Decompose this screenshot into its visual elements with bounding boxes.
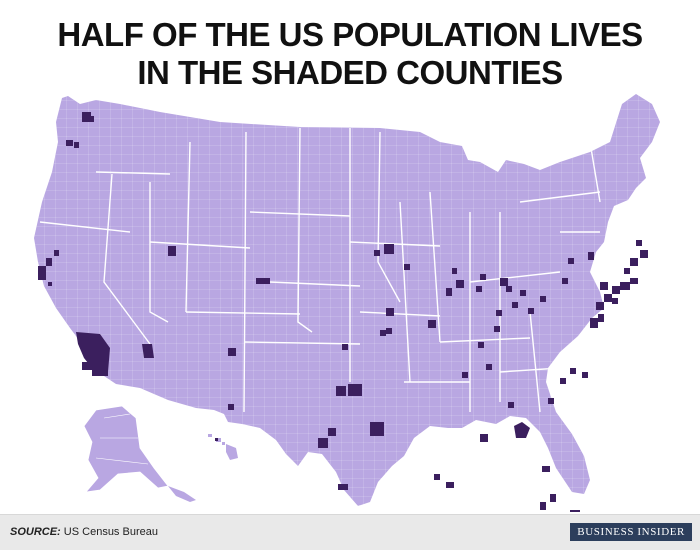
county-marion-in [494, 326, 500, 332]
county-jackson-mo [386, 328, 392, 334]
state-borders [39, 127, 601, 413]
us-county-map [0, 82, 700, 512]
map-title: HALF OF THE US POPULATION LIVES IN THE S… [0, 16, 700, 92]
county-honolulu-hi [215, 438, 218, 441]
county-salt-lake-ut [168, 246, 176, 256]
county-new-york-city-ny [620, 282, 630, 290]
county-allegheny-pa [540, 296, 546, 302]
county-el-paso-tx [228, 404, 234, 410]
county-orange-fl [550, 494, 556, 502]
county-jefferson-al [508, 402, 514, 408]
county-los-angeles-ca [76, 332, 110, 372]
county-jefferson-ky [478, 342, 484, 348]
county-summit-oh [528, 308, 534, 314]
county-dane-wi [404, 264, 410, 270]
county-clackamas-or [74, 142, 79, 148]
county-kent-mi [480, 274, 486, 280]
county-franklin-oh [512, 302, 518, 308]
county-middlesex-nj [600, 282, 608, 290]
county-harris-tx [370, 422, 384, 436]
county-cuyahoga-oh [520, 290, 526, 296]
county-greenville-sc [548, 398, 554, 404]
county-shelby-tn [462, 372, 468, 378]
county-bergen-nj [612, 286, 620, 294]
county-suffolk-ma [640, 250, 648, 258]
county-bexar-tx [318, 438, 328, 448]
county-fulton-ga [514, 422, 530, 438]
alaska-panhandle [168, 486, 196, 502]
county-oklahoma-ok [342, 344, 348, 350]
source-note: SOURCE: US Census Bureau [10, 526, 158, 538]
county-snohomish-wa [88, 116, 94, 122]
county-hennepin-mn [384, 244, 394, 254]
county-philadelphia-pa [604, 294, 612, 302]
business-insider-logo: BUSINESS INSIDER [570, 523, 692, 541]
county-cook-il [456, 280, 464, 288]
map-svg [34, 94, 660, 512]
county-baltimore-md [596, 302, 604, 310]
county-sacramento-ca [48, 282, 52, 286]
county-monroe-ny [588, 252, 594, 260]
county-bay-area-ca [46, 258, 52, 266]
county-guilford-nc [570, 368, 576, 374]
county-middlesex-ma [636, 240, 642, 246]
source-value: US Census Bureau [63, 526, 158, 538]
county-montgomery-pa [562, 278, 568, 284]
hawaii-shape [208, 434, 238, 460]
county-st-louis-mo [428, 320, 436, 328]
county-placer-ca [54, 250, 59, 256]
county-erie-ny [568, 258, 574, 264]
county-multnomah-or [66, 140, 73, 146]
county-johnson-ks [386, 308, 394, 316]
county-lake-in [476, 286, 482, 292]
shaded-counties [38, 112, 648, 512]
county-east-baton-rouge-la [434, 474, 440, 480]
source-label: SOURCE: [10, 526, 61, 538]
county-davidson-tn [486, 364, 492, 370]
county-orange-ca [82, 362, 92, 370]
county-hartford-ct [630, 258, 638, 266]
county-palm-beach-fl [570, 510, 580, 512]
county-denver-co [256, 278, 270, 284]
county-hidalgo-tx [338, 484, 348, 490]
county-tarrant-tx [336, 386, 346, 396]
county-hinds-ms [480, 434, 488, 442]
county-monmouth-nj [612, 298, 618, 304]
title-line-2: IN THE SHADED COUNTIES [137, 54, 563, 91]
title-line-1: HALF OF THE US POPULATION LIVES [57, 16, 643, 53]
county-oakland-mi [500, 278, 508, 286]
county-duval-fl [542, 466, 550, 472]
county-milwaukee-wi [452, 268, 457, 274]
county-fairfield-ct [624, 268, 630, 274]
county-king-wa [82, 112, 91, 122]
county-hamilton-oh [496, 310, 502, 316]
county-ramsey-mn [374, 250, 380, 256]
county-maricopa-az [142, 344, 154, 358]
county-dallas-tx [348, 384, 362, 396]
county-mecklenburg-nc [560, 378, 566, 384]
county-san-diego-ca [92, 366, 108, 376]
alaska-shape [83, 405, 169, 493]
county-wayne-mi [506, 286, 512, 292]
county-santa-clara-ca [38, 266, 46, 280]
county-bernalillo-nm [228, 348, 236, 356]
county-travis-tx [328, 428, 336, 436]
county-tulsa-ok [380, 330, 386, 336]
footer-bar: SOURCE: US Census Bureau BUSINESS INSIDE… [0, 514, 700, 550]
county-hillsborough-fl [540, 502, 546, 510]
county-orleans-la [446, 482, 454, 488]
county-dupage-il [446, 288, 452, 296]
county-wake-nc [582, 372, 588, 378]
county-montgomery-md [598, 314, 604, 322]
county-fairfax-va [590, 318, 598, 328]
county-nassau-ny [630, 278, 638, 284]
